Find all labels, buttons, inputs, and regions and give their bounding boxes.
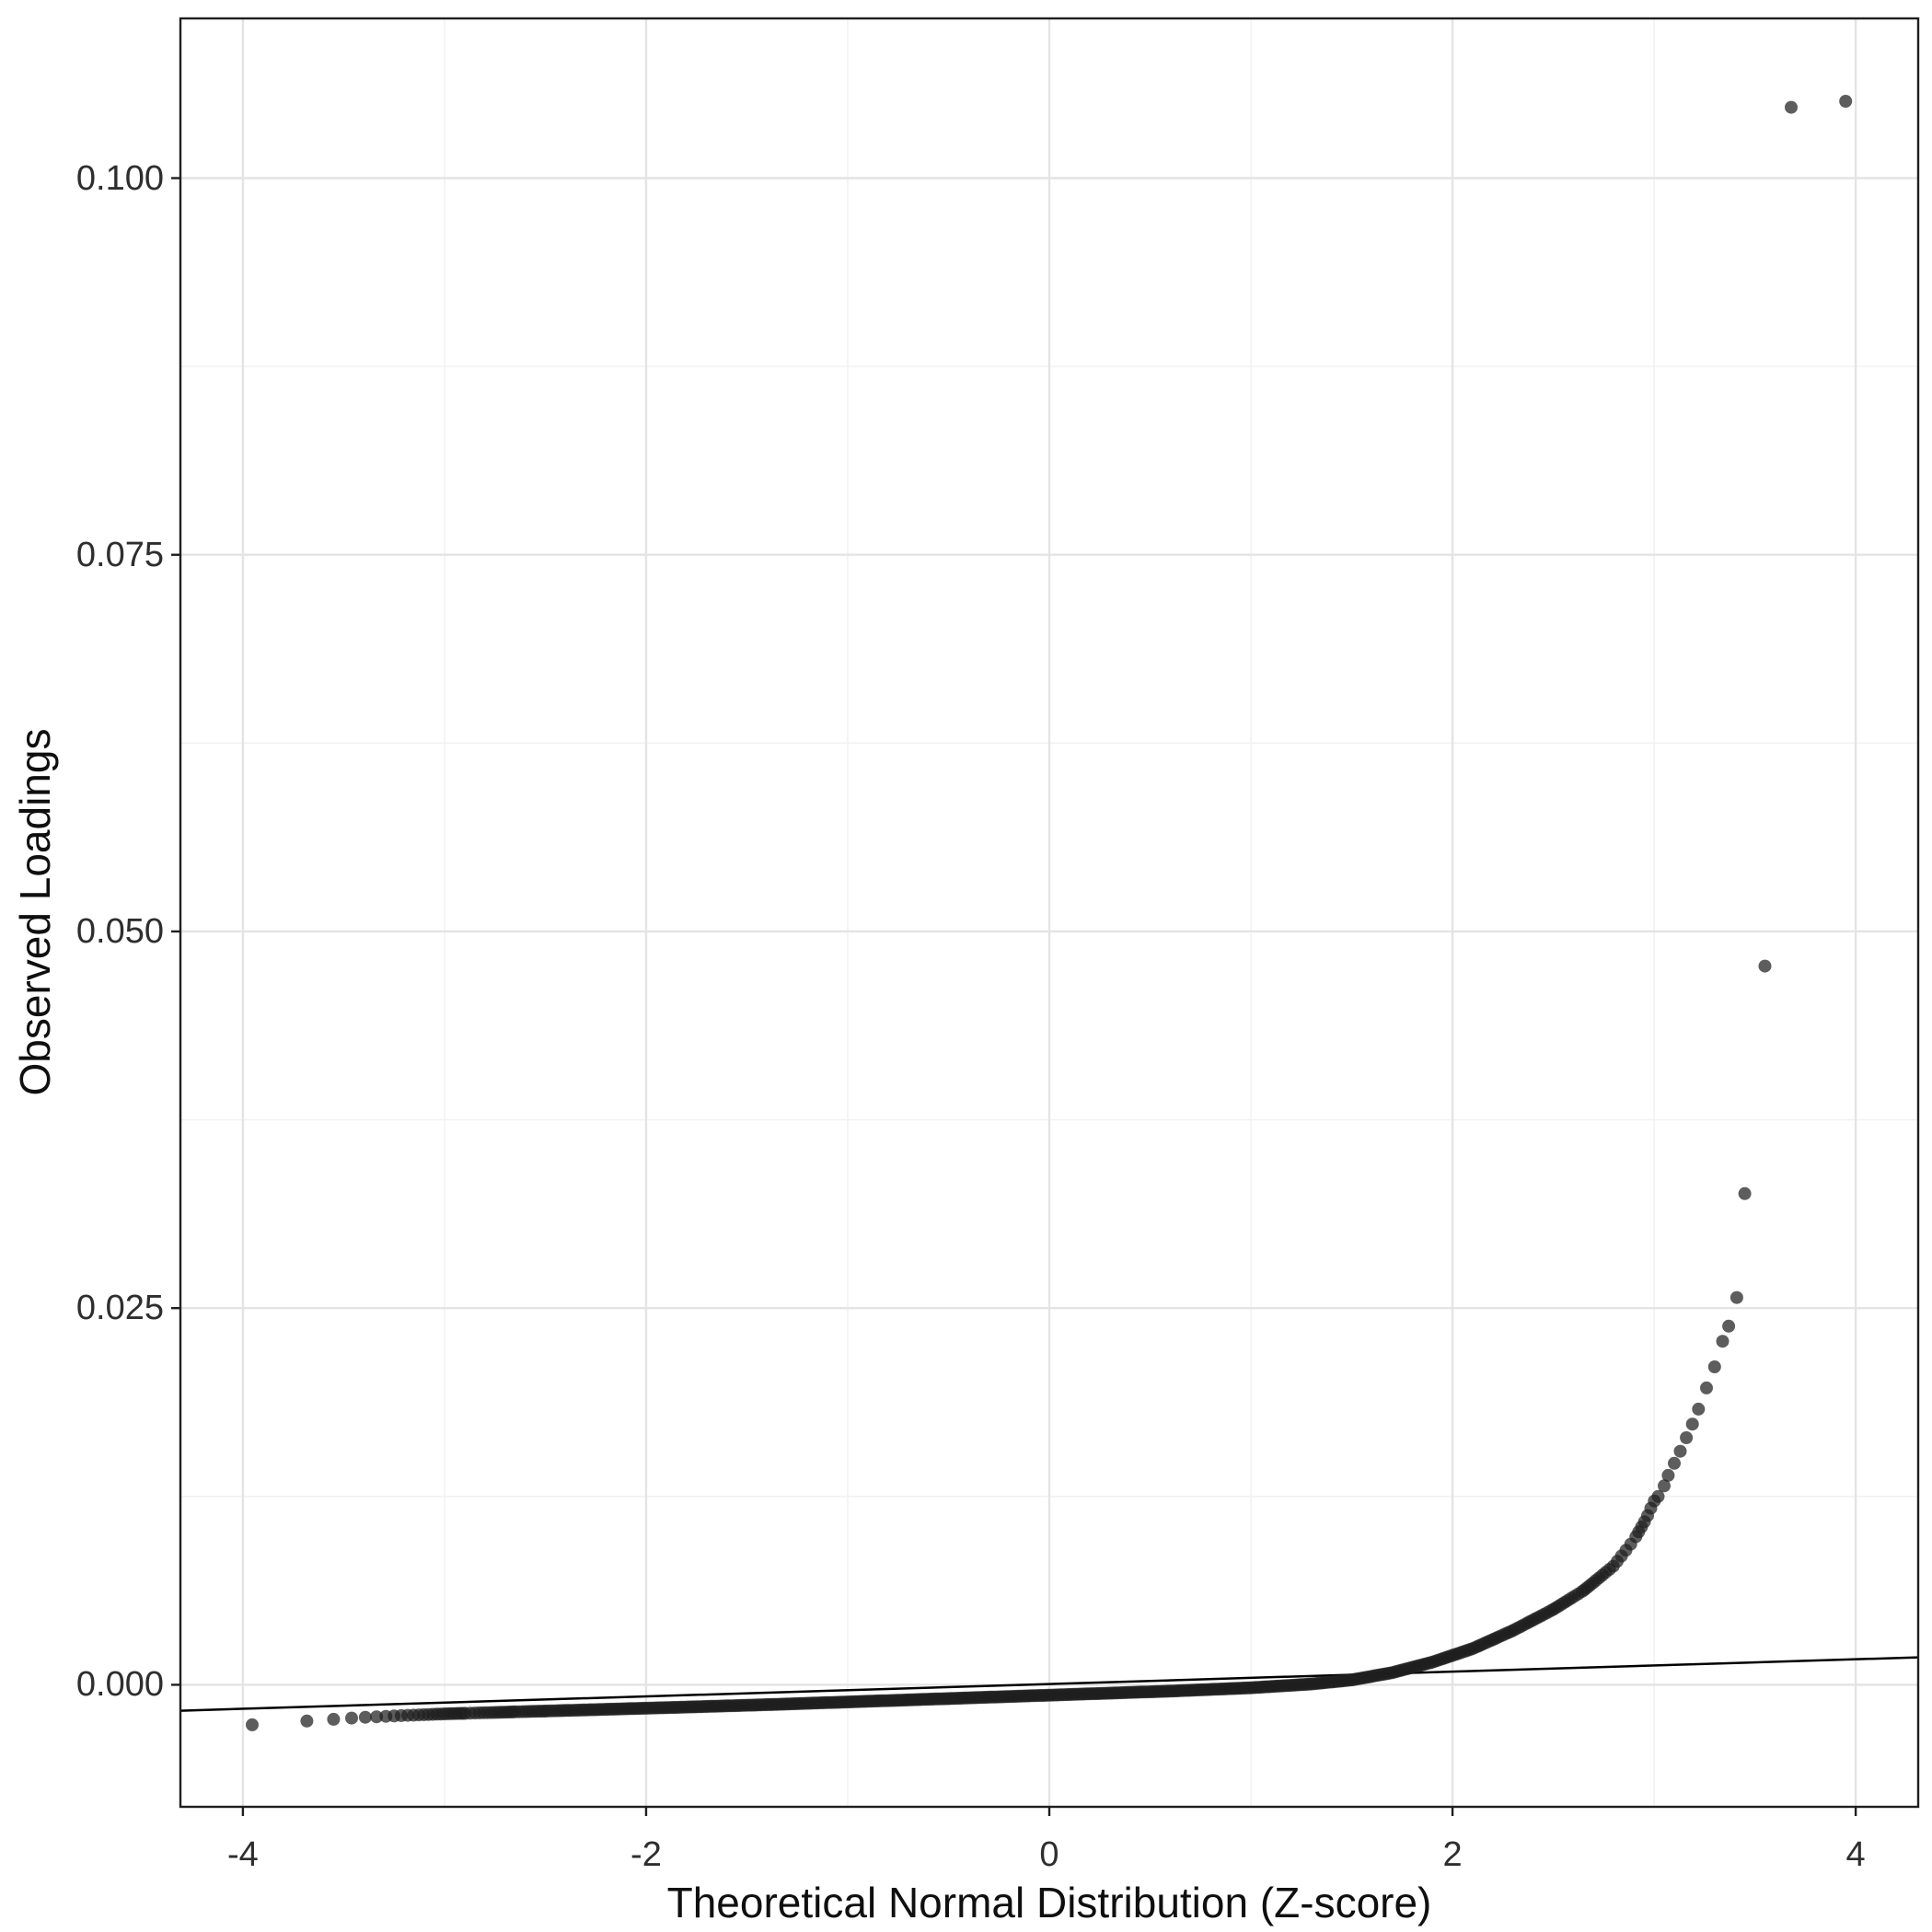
x-tick-label: -2 xyxy=(631,1835,662,1874)
data-point-outlier xyxy=(1661,1468,1675,1482)
data-point-outlier xyxy=(1673,1444,1687,1458)
y-tick-label: 0.050 xyxy=(75,911,164,951)
data-point-outlier xyxy=(1692,1402,1706,1416)
qq-reference-line xyxy=(179,1656,1919,1712)
data-point-outlier xyxy=(1668,1456,1681,1470)
data-point-outlier xyxy=(1700,1381,1713,1394)
y-tick-label: 0.025 xyxy=(75,1289,164,1328)
data-point xyxy=(345,1711,358,1725)
data-point-outlier xyxy=(1707,1360,1721,1373)
data-point xyxy=(327,1712,341,1726)
data-point-outlier xyxy=(1738,1186,1752,1200)
data-point-outlier xyxy=(1722,1319,1736,1333)
data-point-outlier xyxy=(1651,1489,1665,1503)
data-point-outlier xyxy=(1785,100,1798,114)
x-tick-label: -4 xyxy=(226,1835,259,1874)
y-tick-label: 0.075 xyxy=(75,535,164,574)
y-tick-label: 0.000 xyxy=(75,1665,164,1705)
y-tick-label: 0.100 xyxy=(75,158,164,198)
data-point-outlier xyxy=(1716,1335,1730,1348)
data-point-outlier xyxy=(1839,95,1853,108)
data-point-outlier xyxy=(1658,1479,1671,1493)
x-tick-label: 4 xyxy=(1845,1835,1866,1874)
data-points xyxy=(246,95,1853,1731)
data-point-outlier xyxy=(1685,1417,1699,1431)
data-point xyxy=(246,1718,259,1731)
data-point xyxy=(370,1710,384,1724)
x-tick-label: 0 xyxy=(1039,1835,1059,1874)
data-point-outlier xyxy=(1730,1290,1743,1304)
data-point xyxy=(358,1710,372,1724)
data-point xyxy=(300,1714,314,1728)
data-point-outlier xyxy=(1680,1431,1694,1444)
axis-ticks xyxy=(171,177,1857,1816)
data-point-outlier xyxy=(1758,959,1772,973)
x-tick-label: 2 xyxy=(1442,1835,1463,1874)
x-axis-title: Theoretical Normal Distribution (Z-score… xyxy=(666,1879,1432,1926)
y-axis-title: Observed Loadings xyxy=(11,728,59,1096)
